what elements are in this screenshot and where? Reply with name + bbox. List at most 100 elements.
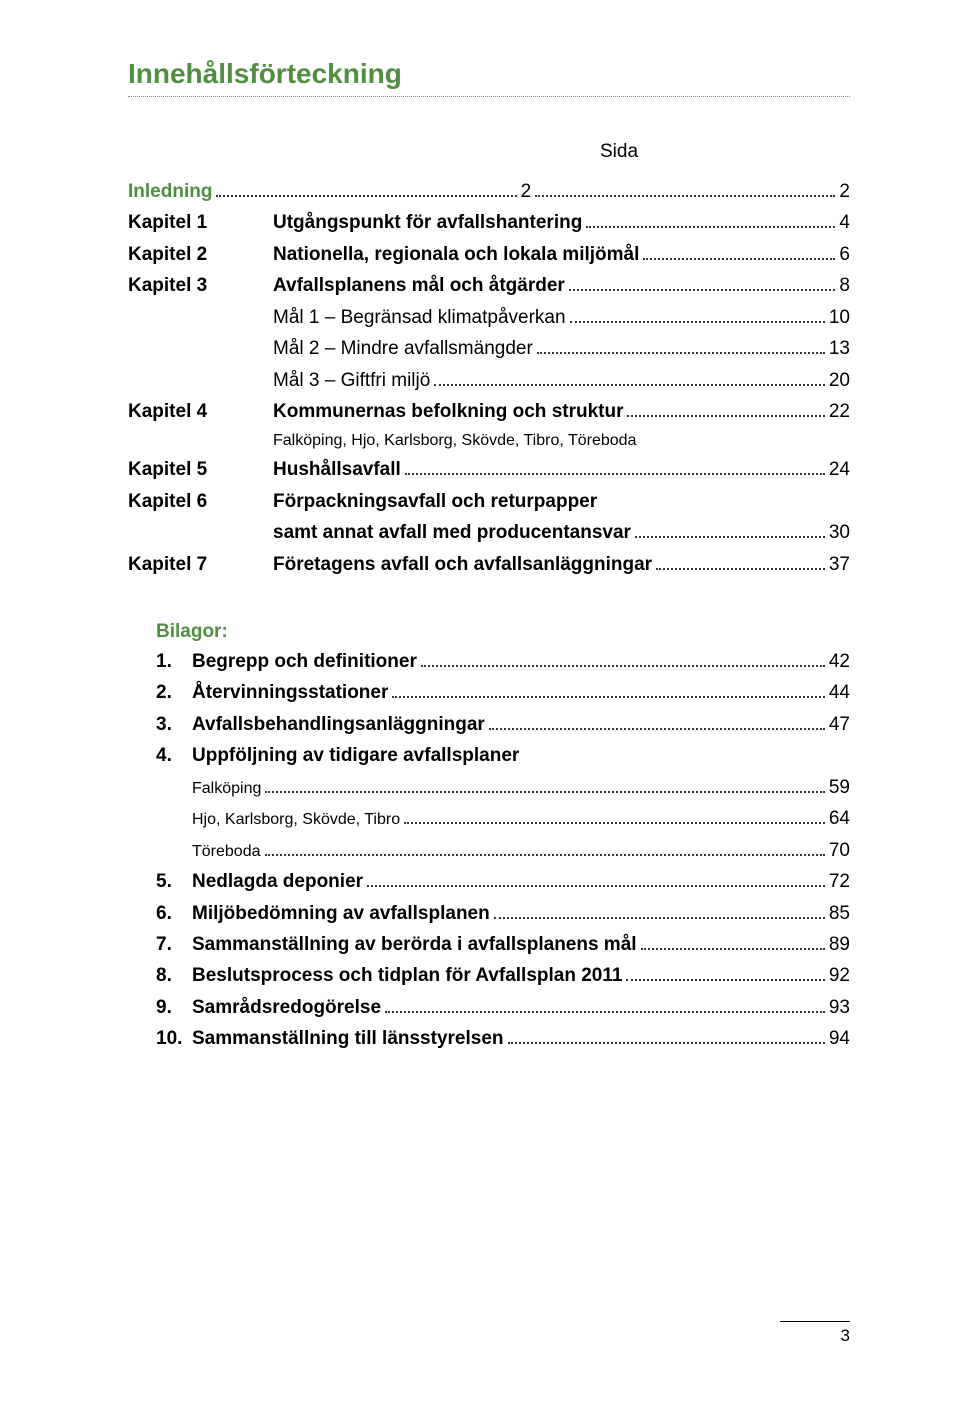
document-page: Innehållsförteckning Sida Inledning22Kap… bbox=[0, 0, 960, 1406]
toc-row-kapitel-4: Kapitel 4Kommunernas befolkning och stru… bbox=[128, 397, 850, 426]
bilagor-number: 9. bbox=[156, 993, 192, 1022]
bilagor-heading: Bilagor: bbox=[128, 621, 850, 643]
bilagor-label: Sammanställning till länsstyrelsen bbox=[192, 1024, 504, 1053]
toc-entry-label: Mål 3 – Giftfri miljö bbox=[273, 366, 430, 395]
toc-row: Mål 3 – Giftfri miljö 20 bbox=[128, 366, 850, 395]
bilagor-label: Samrådsredogörelse bbox=[192, 993, 381, 1022]
toc-row: Mål 1 – Begränsad klimatpåverkan10 bbox=[128, 303, 850, 332]
bilagor-label: Avfallsbehandlingsanläggningar bbox=[192, 710, 485, 739]
bilagor-number: 5. bbox=[156, 867, 192, 896]
bilagor-page-number: 92 bbox=[829, 961, 850, 990]
toc-row-kapitel-2: Kapitel 2Nationella, regionala och lokal… bbox=[128, 240, 850, 269]
bilagor-row: Töreboda 70 bbox=[156, 836, 850, 865]
toc-leader bbox=[392, 681, 824, 698]
toc-leader bbox=[537, 337, 825, 354]
toc-leader bbox=[635, 521, 825, 538]
toc-leader bbox=[265, 839, 825, 856]
bilagor-number: 6. bbox=[156, 899, 192, 928]
bilagor-page-number: 93 bbox=[829, 993, 850, 1022]
toc-leader bbox=[385, 996, 825, 1013]
toc-entry-label: Nationella, regionala och lokala miljömå… bbox=[273, 240, 639, 269]
toc-row-kapitel-7: Kapitel 7Företagens avfall och avfallsan… bbox=[128, 550, 850, 579]
bilagor-row: 3.Avfallsbehandlingsanläggningar 47 bbox=[156, 710, 850, 739]
toc-leader bbox=[421, 650, 825, 667]
toc-page-number: 6 bbox=[839, 240, 850, 269]
toc-leader bbox=[508, 1027, 825, 1044]
toc-row: Mål 2 – Mindre avfallsmängder 13 bbox=[128, 334, 850, 363]
toc-leader bbox=[405, 458, 825, 475]
bilagor-page-number: 89 bbox=[829, 930, 850, 959]
toc-leader bbox=[641, 933, 825, 950]
toc-page-number: 13 bbox=[829, 334, 850, 363]
bilagor-row: 7.Sammanställning av berörda i avfallspl… bbox=[156, 930, 850, 959]
toc-row-kapitel-5: Kapitel 5Hushållsavfall24 bbox=[128, 455, 850, 484]
bilagor-row: 5.Nedlagda deponier 72 bbox=[156, 867, 850, 896]
toc-row-kapitel-1: Kapitel 1Utgångspunkt för avfallshanteri… bbox=[128, 208, 850, 237]
bilagor-number: 7. bbox=[156, 930, 192, 959]
toc-entry-label: Företagens avfall och avfallsanläggninga… bbox=[273, 550, 652, 579]
bilagor-row: 10.Sammanställning till länsstyrelsen94 bbox=[156, 1024, 850, 1053]
toc-page-number: 20 bbox=[829, 366, 850, 395]
bilagor-label: Begrepp och definitioner bbox=[192, 647, 417, 676]
toc-entry-label: Mål 2 – Mindre avfallsmängder bbox=[273, 334, 533, 363]
bilagor-number: 1. bbox=[156, 647, 192, 676]
bilagor-label: Falköping bbox=[192, 777, 261, 802]
bilagor-page-number: 47 bbox=[829, 710, 850, 739]
sida-label: Sida bbox=[128, 141, 850, 163]
toc-row-inledning: Inledning 2 2 bbox=[128, 177, 850, 206]
bilagor-label: Nedlagda deponier bbox=[192, 867, 363, 896]
toc-row-kapitel-3: Kapitel 3Avfallsplanens mål och åtgärder… bbox=[128, 271, 850, 300]
toc-entry-label: Kommunernas befolkning och struktur bbox=[273, 397, 623, 426]
toc-page-number: 2 bbox=[839, 177, 850, 206]
bilagor-row: Falköping 59 bbox=[156, 773, 850, 802]
bilagor-page-number: 72 bbox=[829, 867, 850, 896]
toc-page-number: 2 bbox=[521, 177, 532, 206]
toc-leader bbox=[265, 776, 824, 793]
toc-leader bbox=[434, 369, 825, 386]
toc-chapter-label: Kapitel 7 bbox=[128, 550, 273, 579]
toc-chapter-label: Kapitel 2 bbox=[128, 240, 273, 269]
bilagor-label: Töreboda bbox=[192, 840, 261, 865]
page-number: 3 bbox=[780, 1321, 850, 1346]
toc-page-number: 37 bbox=[829, 550, 850, 579]
toc-leader bbox=[216, 180, 516, 197]
bilagor-label: Miljöbedömning av avfallsplanen bbox=[192, 899, 490, 928]
bilagor-page-number: 70 bbox=[829, 836, 850, 865]
toc-leader bbox=[643, 243, 835, 260]
toc-row-kapitel-6: Kapitel 6Förpackningsavfall och returpap… bbox=[128, 487, 850, 516]
bilagor-list: 1.Begrepp och definitioner 422.Återvinnin… bbox=[128, 647, 850, 1054]
toc-leader bbox=[535, 180, 835, 197]
toc-leader bbox=[626, 964, 824, 981]
toc-entry-label: Utgångspunkt för avfallshantering bbox=[273, 208, 582, 237]
toc-leader bbox=[404, 807, 825, 824]
bilagor-page-number: 85 bbox=[829, 899, 850, 928]
toc-leader bbox=[627, 400, 824, 417]
toc-leader bbox=[489, 713, 825, 730]
toc-chapter-label: Kapitel 3 bbox=[128, 271, 273, 300]
page-number-value: 3 bbox=[841, 1326, 850, 1345]
toc-chapter-label: Kapitel 5 bbox=[128, 455, 273, 484]
bilagor-row: 2.Återvinningsstationer44 bbox=[156, 678, 850, 707]
bilagor-label: Återvinningsstationer bbox=[192, 678, 388, 707]
bilagor-page-number: 42 bbox=[829, 647, 850, 676]
bilagor-row: 6.Miljöbedömning av avfallsplanen 85 bbox=[156, 899, 850, 928]
toc-leader bbox=[656, 553, 825, 570]
bilagor-row: 9.Samrådsredogörelse 93 bbox=[156, 993, 850, 1022]
bilagor-number: 8. bbox=[156, 961, 192, 990]
toc-leader bbox=[569, 274, 836, 291]
bilagor-row: 1.Begrepp och definitioner 42 bbox=[156, 647, 850, 676]
toc-entry-label: Falköping, Hjo, Karlsborg, Skövde, Tibro… bbox=[273, 429, 636, 454]
bilagor-number: 3. bbox=[156, 710, 192, 739]
toc-chapter-label: Inledning bbox=[128, 177, 212, 206]
bilagor-label: Hjo, Karlsborg, Skövde, Tibro bbox=[192, 808, 400, 833]
toc-main: Inledning 2 2Kapitel 1Utgångspunkt för avf… bbox=[128, 177, 850, 579]
bilagor-label: Uppföljning av tidigare avfallsplaner bbox=[192, 741, 519, 770]
toc-leader bbox=[494, 901, 825, 918]
toc-title: Innehållsförteckning bbox=[128, 58, 850, 90]
bilagor-page-number: 59 bbox=[829, 773, 850, 802]
toc-page-number: 4 bbox=[839, 208, 850, 237]
toc-entry-label: Förpackningsavfall och returpapper bbox=[273, 487, 597, 516]
bilagor-page-number: 64 bbox=[829, 804, 850, 833]
toc-chapter-label: Kapitel 6 bbox=[128, 487, 273, 516]
title-underline bbox=[128, 96, 850, 97]
